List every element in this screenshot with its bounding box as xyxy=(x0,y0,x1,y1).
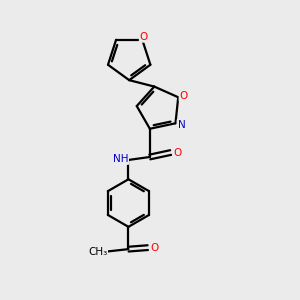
Text: NH: NH xyxy=(113,154,128,164)
Text: N: N xyxy=(178,120,185,130)
Text: O: O xyxy=(173,148,181,158)
Text: O: O xyxy=(140,32,148,42)
Text: O: O xyxy=(179,91,188,101)
Text: CH₃: CH₃ xyxy=(88,247,107,256)
Text: O: O xyxy=(150,243,158,253)
